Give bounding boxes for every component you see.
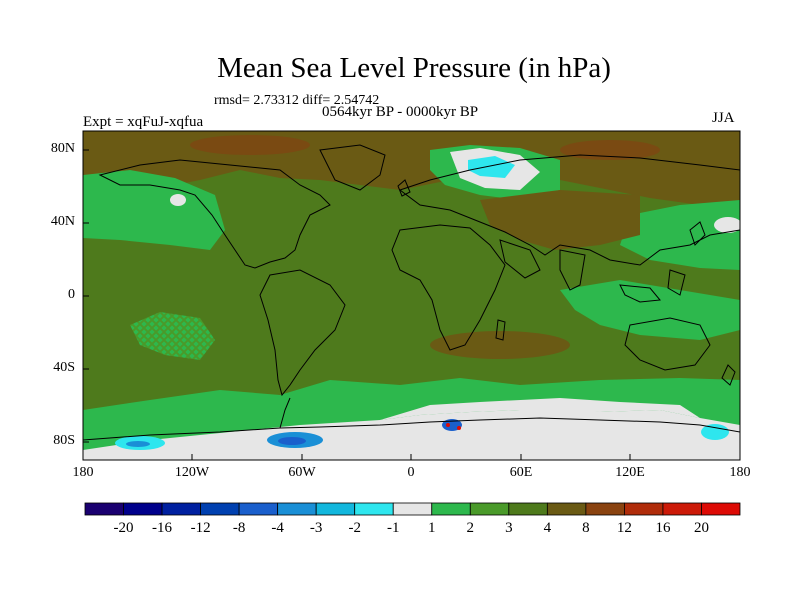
rmsd-diff-stats: rmsd= 2.73312 diff= 2.54742 xyxy=(214,93,380,108)
colorbar-label: -16 xyxy=(152,520,173,536)
lon-label-120e: 120E xyxy=(615,465,645,480)
colorbar-label: 16 xyxy=(655,520,671,536)
colorbar-swatch xyxy=(161,502,201,516)
lat-label-40s: 40S xyxy=(53,360,75,375)
colorbar-swatch xyxy=(585,502,625,516)
colorbar-label: 4 xyxy=(543,520,552,536)
colorbar-swatch xyxy=(431,502,471,516)
colorbar-label: 2 xyxy=(466,520,475,536)
coastlines xyxy=(83,144,740,441)
colorbar-swatch xyxy=(277,502,317,516)
time-period-label: 0564kyr BP - 0000kyr BP xyxy=(322,104,479,120)
colorbar-swatch xyxy=(315,502,356,516)
colorbar-swatch xyxy=(546,502,587,516)
colorbar-swatch xyxy=(392,502,433,516)
colorbar xyxy=(84,502,741,516)
colorbar-label: -12 xyxy=(190,520,211,536)
colorbar-swatch xyxy=(701,502,741,516)
colorbar-swatch xyxy=(624,502,664,516)
lat-label-0: 0 xyxy=(68,287,75,302)
map-frame xyxy=(82,130,741,461)
colorbar-label: -20 xyxy=(113,520,134,536)
colorbar-swatch xyxy=(238,502,279,516)
colorbar-swatch xyxy=(508,502,548,516)
colorbar-label: -1 xyxy=(386,520,400,536)
lon-label-60e: 60E xyxy=(509,465,533,480)
experiment-label: Expt = xqFuJ-xqfua xyxy=(83,114,204,130)
colorbar-swatch xyxy=(200,502,240,516)
lon-label-180e: 180 xyxy=(729,465,751,480)
lon-label-180w: 180 xyxy=(72,465,94,480)
colorbar-swatch xyxy=(123,502,163,516)
season-label: JJA xyxy=(712,110,735,126)
colorbar-label: 8 xyxy=(582,520,590,536)
colorbar-swatch xyxy=(469,502,510,516)
colorbar-label: 12 xyxy=(616,520,632,536)
lon-label-0: 0 xyxy=(407,465,415,480)
lat-label-40n: 40N xyxy=(50,214,75,229)
lon-label-60w: 60W xyxy=(288,465,316,480)
colorbar-swatch xyxy=(662,502,702,516)
plot-title: Mean Sea Level Pressure (in hPa) xyxy=(217,52,611,84)
colorbar-label: 1 xyxy=(428,520,436,536)
colorbar-label: -3 xyxy=(309,520,323,536)
colorbar-label: 20 xyxy=(693,520,709,536)
colorbar-label: -4 xyxy=(271,520,284,536)
lon-label-120w: 120W xyxy=(174,465,210,480)
colorbar-label: 3 xyxy=(505,520,513,536)
colorbar-swatch xyxy=(354,502,394,516)
lat-label-80n: 80N xyxy=(50,141,75,156)
pressure-field xyxy=(83,131,740,460)
colorbar-swatch xyxy=(84,502,124,516)
colorbar-label: -8 xyxy=(232,520,246,536)
colorbar-label: -2 xyxy=(348,520,361,536)
lat-label-80s: 80S xyxy=(53,433,75,448)
